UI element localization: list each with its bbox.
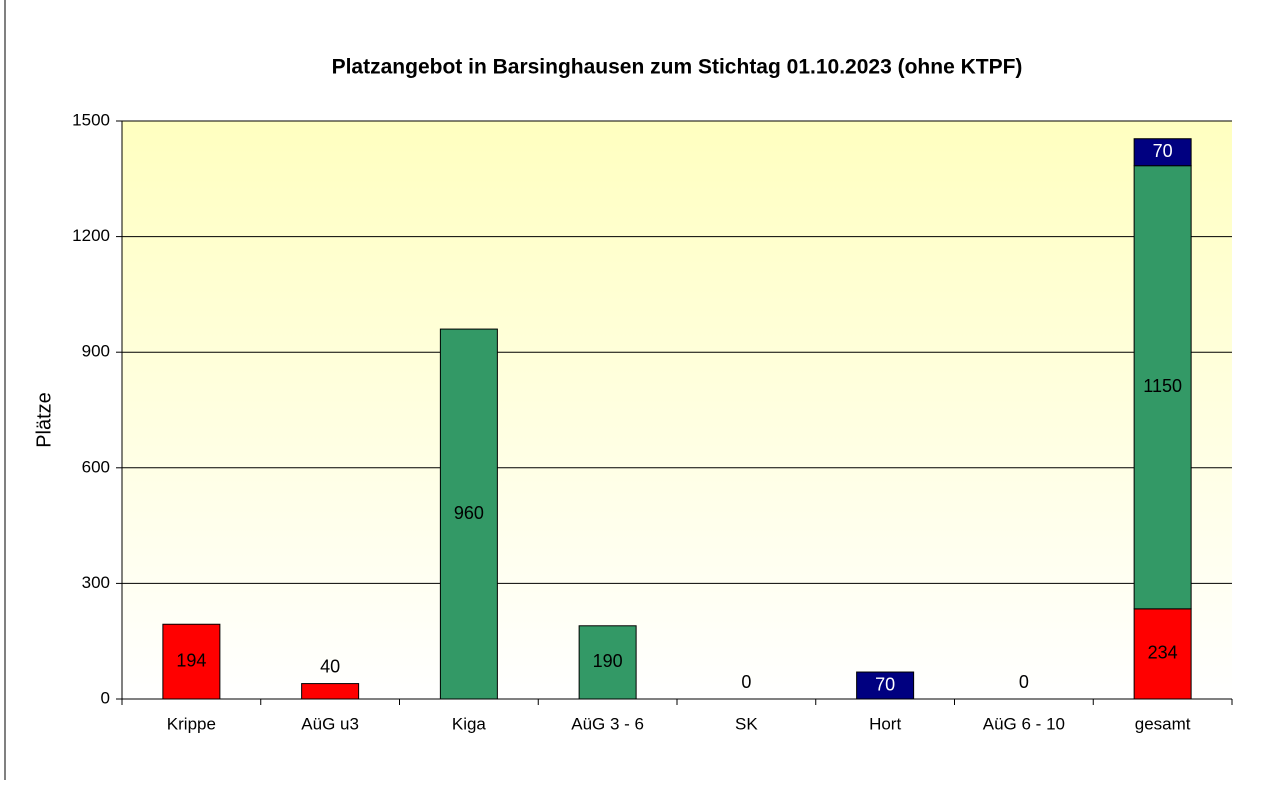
bar-segment	[162, 623, 221, 700]
y-tick-label: 1500	[72, 110, 110, 129]
y-axis-label: Plätze	[33, 392, 55, 448]
y-tick-label: 900	[82, 342, 110, 361]
x-tick-label: Krippe	[167, 714, 216, 733]
value-label: 190	[593, 651, 623, 671]
value-label: 234	[1148, 643, 1178, 663]
bar-segment	[439, 328, 498, 700]
bar-segment	[1133, 608, 1192, 700]
x-tick-label: gesamt	[1135, 714, 1191, 733]
bar-segment	[301, 683, 360, 700]
chart-title: Platzangebot in Barsinghausen zum Sticht…	[332, 56, 1023, 79]
value-label: 70	[1153, 141, 1173, 161]
y-tick-label: 0	[101, 688, 110, 707]
x-tick-label: Hort	[869, 714, 901, 733]
bar-segment	[578, 625, 637, 700]
bar-segment	[1133, 165, 1192, 610]
value-label: 1150	[1143, 376, 1182, 396]
bar-segment	[856, 671, 915, 700]
y-tick-label: 300	[82, 573, 110, 592]
x-tick-label: AüG 3 - 6	[571, 714, 644, 733]
plot-area	[122, 121, 1232, 699]
value-label: 194	[176, 650, 206, 670]
x-tick-label: AüG 6 - 10	[983, 714, 1065, 733]
value-label: 0	[1019, 672, 1029, 692]
x-tick-label: SK	[735, 714, 758, 733]
value-label: 40	[320, 656, 340, 676]
x-tick-label: AüG u3	[301, 714, 359, 733]
y-tick-label: 600	[82, 457, 110, 476]
value-label: 70	[875, 674, 895, 694]
value-label: 0	[741, 672, 751, 692]
y-tick-label: 1200	[72, 226, 110, 245]
value-label: 960	[454, 503, 484, 523]
x-tick-label: Kiga	[452, 714, 487, 733]
bar-segment	[1133, 138, 1192, 167]
